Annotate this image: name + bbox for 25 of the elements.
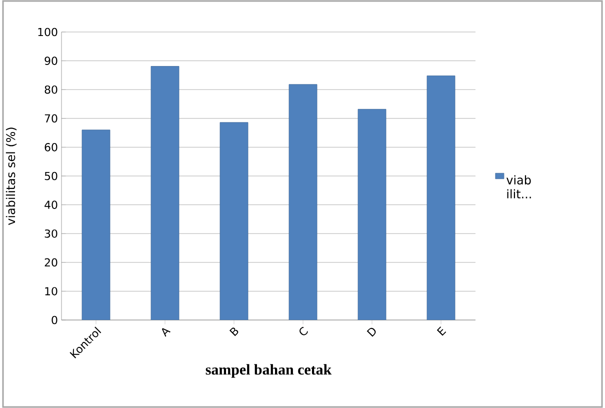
x-axis-title: sampel bahan cetak	[206, 364, 332, 378]
bar	[358, 108, 386, 320]
x-tick-label: C	[300, 326, 308, 336]
y-axis-title: viabilitas sel (%)	[6, 128, 17, 225]
x-tick-label: D	[366, 328, 376, 337]
bar	[288, 84, 318, 320]
y-tick-label: 50	[44, 172, 58, 180]
y-tick-label: 70	[44, 114, 58, 123]
y-tick-label: 100	[38, 28, 58, 36]
x-tick-label: B	[229, 328, 238, 336]
x-tick-label: A	[162, 328, 171, 337]
bar	[426, 76, 456, 320]
legend-label: viab ilit...	[506, 175, 531, 198]
y-tick-label: 80	[44, 85, 58, 94]
x-tick-label: E	[436, 326, 446, 336]
y-tick-label: 90	[44, 56, 58, 65]
y-tick-label: 60	[44, 143, 58, 152]
y-tick-label: 10	[45, 287, 58, 296]
bar	[220, 122, 248, 320]
y-tick-label: 40	[44, 200, 58, 209]
y-tick-label: 0	[52, 316, 58, 324]
y-tick-label: 30	[44, 229, 58, 238]
bar	[150, 66, 180, 320]
bar	[82, 130, 110, 320]
y-tick-label: 20	[44, 258, 58, 267]
